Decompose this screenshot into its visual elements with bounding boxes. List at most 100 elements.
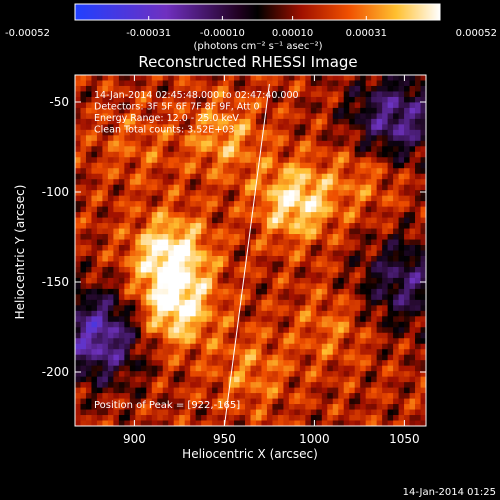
heatmap-cell bbox=[146, 118, 153, 125]
heatmap-cell bbox=[255, 283, 262, 290]
heatmap-cell bbox=[354, 118, 361, 125]
heatmap-cell bbox=[124, 266, 131, 273]
heatmap-cell bbox=[310, 201, 317, 208]
heatmap-cell bbox=[409, 245, 416, 251]
heatmap-cell bbox=[310, 124, 317, 131]
heatmap-cell bbox=[239, 409, 246, 416]
heatmap-cell bbox=[365, 420, 372, 427]
heatmap-cell bbox=[102, 75, 109, 81]
heatmap-cell bbox=[387, 343, 394, 350]
heatmap-cell bbox=[382, 398, 389, 405]
heatmap-cell bbox=[212, 250, 218, 257]
heatmap-cell bbox=[129, 365, 136, 372]
heatmap-cell bbox=[299, 206, 306, 213]
heatmap-cell bbox=[382, 288, 389, 295]
heatmap-cell bbox=[299, 107, 306, 114]
heatmap-cell bbox=[250, 162, 257, 169]
heatmap-cell bbox=[179, 310, 186, 317]
heatmap-cell bbox=[288, 146, 295, 153]
heatmap-cell bbox=[223, 310, 229, 317]
heatmap-cell bbox=[195, 223, 202, 229]
heatmap-cell bbox=[371, 409, 378, 416]
heatmap-cell bbox=[255, 212, 262, 218]
heatmap-cell bbox=[173, 288, 180, 295]
heatmap-cell bbox=[398, 228, 405, 235]
heatmap-cell bbox=[316, 255, 323, 262]
heatmap-cell bbox=[283, 223, 290, 229]
heatmap-cell bbox=[272, 338, 279, 345]
heatmap-cell bbox=[382, 201, 389, 208]
heatmap-cell bbox=[113, 190, 120, 197]
heatmap-cell bbox=[409, 354, 416, 361]
heatmap-cell bbox=[135, 151, 142, 158]
heatmap-cell bbox=[228, 239, 235, 246]
colorbar-tick-label: -0.00010 bbox=[200, 28, 245, 39]
heatmap-cell bbox=[376, 310, 383, 317]
heatmap-cell bbox=[140, 190, 147, 197]
heatmap-cell bbox=[354, 140, 361, 147]
heatmap-cell bbox=[91, 184, 98, 191]
heatmap-cell bbox=[415, 212, 421, 218]
heatmap-cell bbox=[195, 107, 202, 114]
heatmap-cell bbox=[245, 129, 251, 136]
heatmap-cell bbox=[415, 310, 421, 317]
heatmap-cell bbox=[288, 415, 295, 421]
heatmap-cell bbox=[75, 228, 81, 235]
heatmap-cell bbox=[338, 310, 345, 317]
heatmap-cell bbox=[272, 277, 279, 284]
heatmap-cell bbox=[294, 206, 301, 213]
heatmap-cell bbox=[382, 272, 389, 279]
heatmap-cell bbox=[415, 129, 421, 136]
heatmap-cell bbox=[420, 157, 427, 164]
heatmap-cell bbox=[179, 272, 186, 279]
heatmap-cell bbox=[162, 107, 169, 114]
heatmap-cell bbox=[168, 420, 175, 427]
heatmap-cell bbox=[91, 107, 98, 114]
heatmap-cell bbox=[239, 349, 246, 356]
heatmap-cell bbox=[201, 162, 208, 169]
heatmap-cell bbox=[96, 190, 103, 197]
heatmap-cell bbox=[393, 239, 399, 246]
heatmap-cell bbox=[316, 371, 323, 378]
heatmap-cell bbox=[75, 245, 81, 251]
heatmap-cell bbox=[255, 85, 262, 92]
heatmap-cell bbox=[266, 157, 273, 164]
heatmap-cell bbox=[135, 85, 142, 92]
heatmap-cell bbox=[371, 212, 378, 218]
heatmap-cell bbox=[135, 349, 142, 356]
heatmap-cell bbox=[118, 288, 125, 295]
y-tick-label: -200 bbox=[42, 365, 69, 379]
heatmap-cell bbox=[190, 162, 197, 169]
heatmap-cell bbox=[118, 310, 125, 317]
heatmap-cell bbox=[349, 223, 356, 229]
heatmap-cell bbox=[96, 255, 103, 262]
heatmap-cell bbox=[266, 80, 273, 87]
heatmap-cell bbox=[206, 376, 213, 383]
heatmap-cell bbox=[239, 162, 246, 169]
heatmap-cell bbox=[85, 310, 92, 317]
heatmap-cell bbox=[250, 299, 257, 306]
heatmap-cell bbox=[266, 168, 273, 175]
heatmap-cell bbox=[118, 239, 125, 246]
heatmap-cell bbox=[349, 316, 356, 323]
heatmap-cell bbox=[382, 404, 389, 410]
heatmap-cell bbox=[277, 266, 284, 273]
heatmap-cell bbox=[80, 85, 87, 92]
heatmap-cell bbox=[288, 261, 295, 268]
heatmap-cell bbox=[80, 343, 87, 350]
heatmap-cell bbox=[250, 393, 257, 399]
heatmap-cell bbox=[85, 420, 92, 427]
heatmap-cell bbox=[332, 151, 339, 158]
heatmap-cell bbox=[316, 277, 323, 284]
heatmap-cell bbox=[91, 96, 98, 103]
heatmap-cell bbox=[365, 201, 372, 208]
heatmap-cell bbox=[382, 135, 389, 142]
heatmap-cell bbox=[85, 179, 92, 186]
heatmap-cell bbox=[327, 332, 334, 339]
heatmap-cell bbox=[272, 387, 279, 394]
heatmap-cell bbox=[85, 415, 92, 421]
heatmap-cell bbox=[338, 107, 345, 114]
heatmap-cell bbox=[294, 316, 301, 323]
heatmap-cell bbox=[151, 415, 158, 421]
heatmap-cell bbox=[179, 255, 186, 262]
